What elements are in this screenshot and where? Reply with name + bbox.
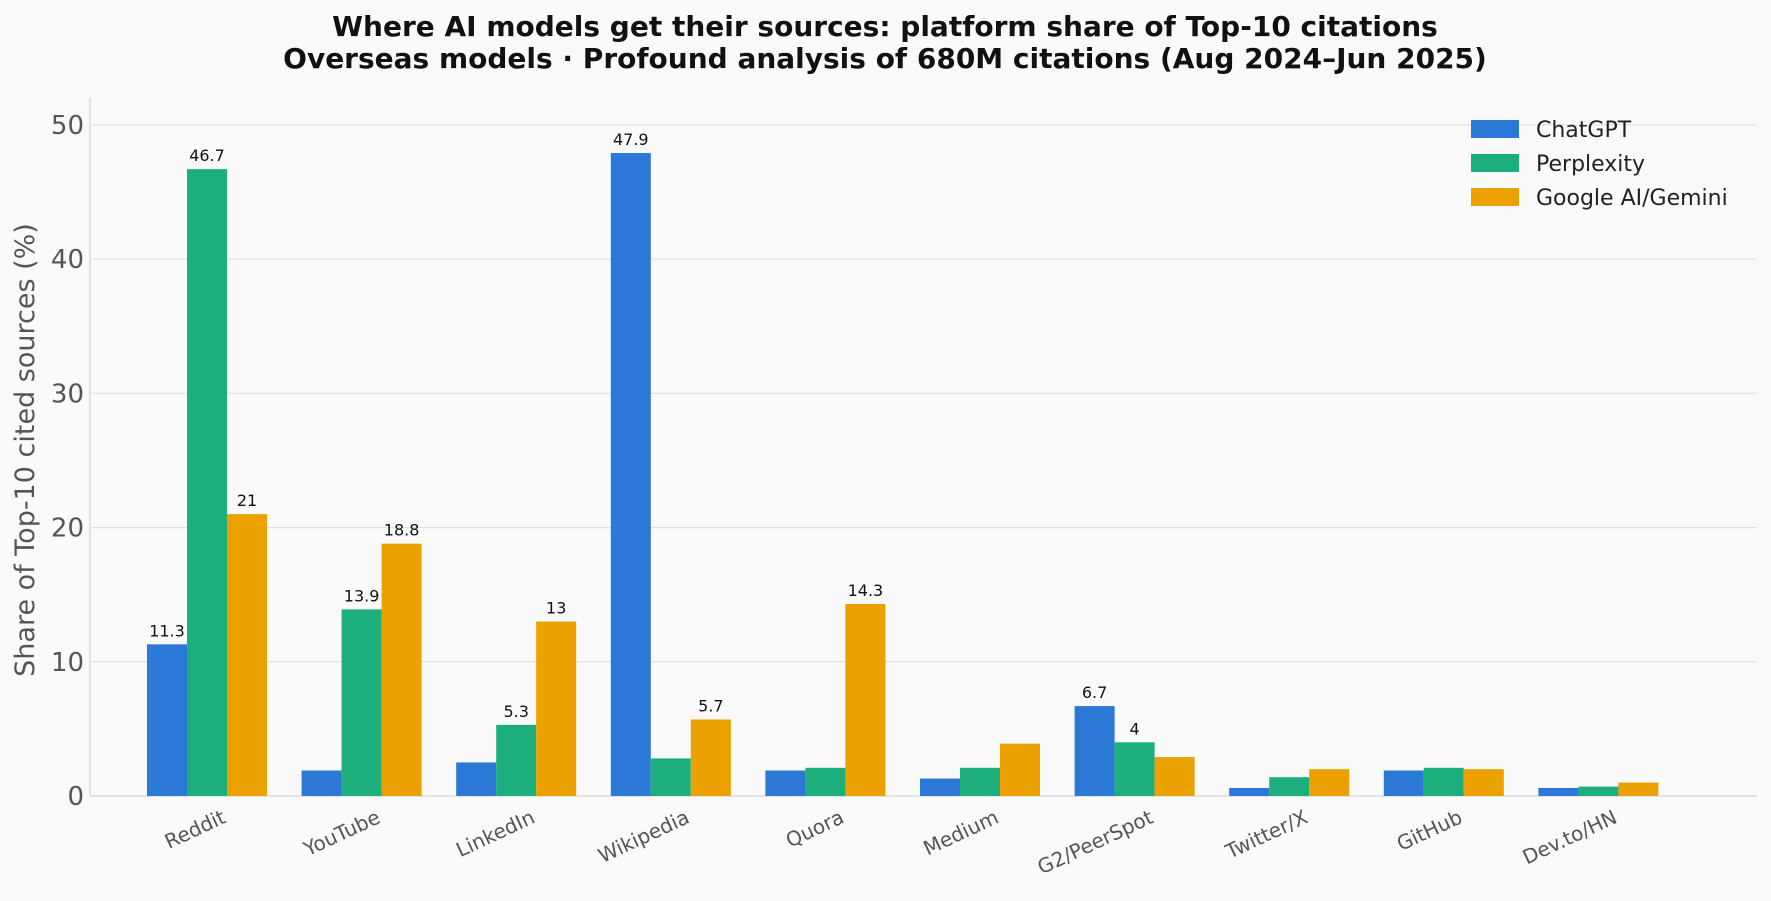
data-label: 14.3 [848,581,884,600]
x-ticks: Reddit YouTube LinkedIn Wikipedia Quora Mediu… [161,805,1621,880]
bar [456,762,497,796]
y-tick-label: 20 [51,514,84,544]
bar [227,514,267,796]
data-label: 47.9 [613,130,649,149]
bar [610,153,651,797]
bar [765,770,806,796]
bar [1154,757,1195,796]
bar [1538,787,1579,796]
data-labels: 11.3 46.7 21 13.9 18.8 5.3 13 47.9 5.7 14.3 6.7 4 [149,130,1140,738]
y-tick-label: 50 [51,111,84,141]
y-tick-label: 40 [51,245,84,275]
bar [147,644,187,796]
bar [496,724,537,796]
x-tick-label: LinkedIn [452,805,538,862]
bar [1423,767,1464,796]
bar [845,604,886,796]
bar [1074,706,1115,796]
bar [1114,742,1155,796]
bar [650,758,691,796]
bar [1578,786,1619,796]
legend-swatch [1471,120,1519,138]
bar [1463,769,1504,796]
bar [1309,769,1350,796]
x-tick-label: YouTube [299,805,384,862]
x-tick-label: Dev.to/HN [1519,805,1621,870]
chart-subtitle: Overseas models · Profound analysis of 6… [283,42,1487,75]
y-ticks: 0 10 20 30 40 50 [51,111,84,812]
data-label: 21 [237,491,257,510]
data-label: 13.9 [344,586,380,605]
bar [341,609,382,796]
y-tick-label: 30 [51,379,84,409]
x-tick-label: GitHub [1393,805,1466,856]
bar [187,169,227,796]
x-tick-label: Reddit [161,805,229,854]
bar [1383,770,1424,796]
x-tick-label: Twitter/X [1221,805,1312,864]
legend-label: ChatGPT [1536,118,1632,143]
y-axis-label: Share of Top-10 cited sources (%) [10,223,41,677]
data-label: 18.8 [384,521,420,540]
x-tick-label: Wikipedia [594,805,693,868]
bars [147,153,1659,797]
data-label: 5.3 [503,702,528,721]
legend: ChatGPT Perplexity Google AI/Gemini [1471,118,1728,211]
bar [805,767,846,796]
y-tick-label: 10 [51,648,84,678]
data-label: 6.7 [1082,683,1107,702]
data-label: 5.7 [698,696,723,715]
x-tick-label: G2/PeerSpot [1034,805,1157,879]
bar [1618,782,1659,796]
legend-swatch [1471,154,1519,172]
bar [301,770,342,796]
bar [381,543,422,796]
x-tick-label: Quora [782,805,848,853]
data-label: 13 [546,599,566,618]
bar [536,621,577,796]
bar [1229,787,1270,796]
bar [920,778,960,796]
legend-label: Google AI/Gemini [1536,186,1728,211]
bar [960,767,1000,796]
legend-label: Perplexity [1536,152,1645,177]
data-label: 4 [1130,719,1140,738]
chart-title: Where AI models get their sources: platf… [332,10,1438,43]
x-tick-label: Medium [919,805,1002,861]
data-label: 46.7 [189,146,225,165]
legend-swatch [1471,188,1519,206]
y-tick-label: 0 [67,782,84,812]
bar [690,719,731,796]
bar [1000,743,1040,796]
data-label: 11.3 [149,621,185,640]
bar [1269,777,1310,796]
